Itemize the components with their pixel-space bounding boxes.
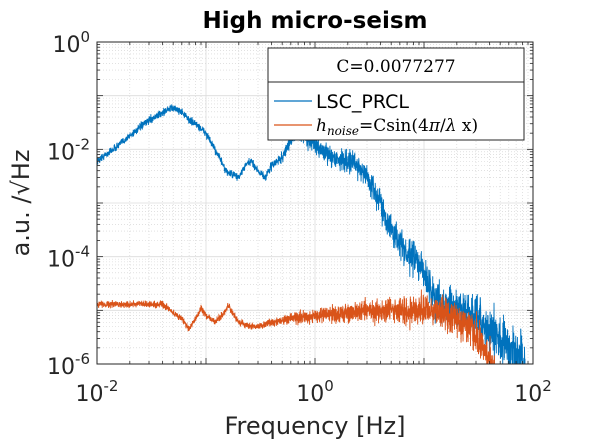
x-tick-label: 10-2 xyxy=(76,377,119,407)
y-tick-label: 10-4 xyxy=(47,243,90,273)
legend: C=0.0077277 LSC_PRCL hnoise=Csin(4π/λ x) xyxy=(267,47,525,141)
x-tick-label: 100 xyxy=(296,377,334,407)
y-tick-label: 10-2 xyxy=(47,135,90,165)
y-tick-label: 100 xyxy=(52,28,90,58)
ticks: 10-2 100 102 10-6 10-4 10-2 100 xyxy=(47,28,552,407)
series-layer xyxy=(97,104,526,364)
series-line-0 xyxy=(97,104,526,364)
legend-label-hnoise: hnoise=Csin(4π/λ x) xyxy=(316,116,478,138)
y-tick-label: 10-6 xyxy=(47,350,90,380)
chart-title: High micro-seism xyxy=(203,8,428,34)
x-axis-label: Frequency [Hz] xyxy=(225,412,406,440)
legend-label-lsc-prcl: LSC_PRCL xyxy=(316,91,409,113)
legend-header-box xyxy=(267,47,525,83)
x-tick-label: 102 xyxy=(514,377,552,407)
legend-header: C=0.0077277 xyxy=(336,57,455,77)
legend-box xyxy=(267,81,525,141)
series-line-1 xyxy=(97,289,496,364)
y-axis-label: a.u. /√Hz xyxy=(7,150,35,257)
